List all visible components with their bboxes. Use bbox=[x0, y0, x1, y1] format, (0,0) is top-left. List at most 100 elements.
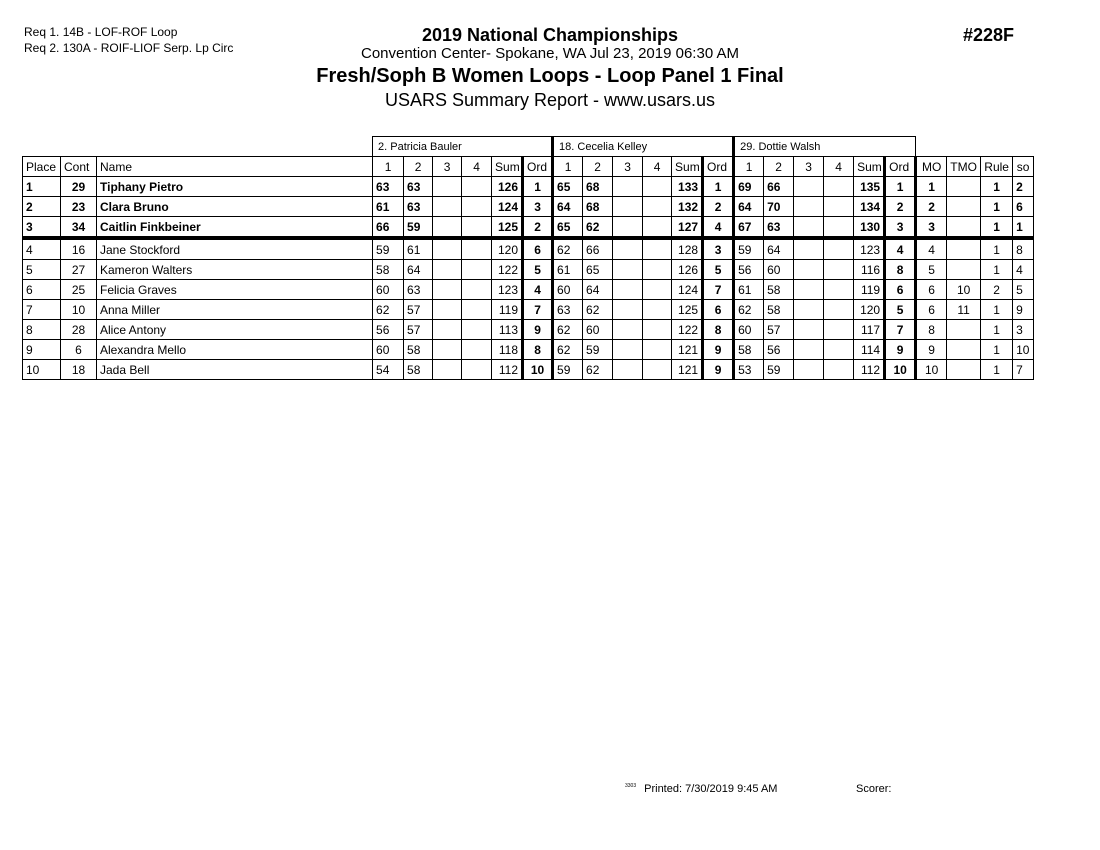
judge-ord-cell: 3 bbox=[883, 216, 917, 240]
table-row: 9 6 Alexandra Mello 60 58 118 8 62 59 121 9 58 56 114… bbox=[22, 339, 1035, 360]
judge-ord-cell: 5 bbox=[883, 299, 917, 320]
judge-ord-cell: 2 bbox=[883, 196, 917, 217]
place-cell: 1 bbox=[22, 176, 61, 197]
judge-score-cell: 56 bbox=[763, 339, 795, 360]
name-cell: Alice Antony bbox=[95, 319, 374, 340]
judge-ord-cell: 10 bbox=[521, 359, 554, 380]
header-judge-col: Ord bbox=[521, 156, 554, 177]
place-cell: 5 bbox=[22, 259, 61, 280]
judge-sum-cell: 113 bbox=[491, 319, 524, 340]
judge-sum-cell: 135 bbox=[853, 176, 886, 197]
judge-score-cell bbox=[823, 299, 855, 320]
judge-ord-cell: 7 bbox=[701, 279, 735, 300]
place-cell: 7 bbox=[22, 299, 61, 320]
judge-score-cell bbox=[823, 237, 855, 260]
place-cell: 10 bbox=[22, 359, 61, 380]
judge-score-cell bbox=[642, 259, 673, 280]
judge-sum-cell: 124 bbox=[671, 279, 704, 300]
header-judge-col: 3 bbox=[432, 156, 463, 177]
judge-score-cell bbox=[823, 196, 855, 217]
judge-score-cell bbox=[461, 319, 493, 340]
so-cell: 6 bbox=[1012, 196, 1035, 217]
judge-ord-cell: 1 bbox=[521, 176, 554, 197]
judge-score-cell: 60 bbox=[551, 279, 584, 300]
mo-cell: 5 bbox=[914, 259, 948, 280]
column-header-row: Place Cont Name 1 2 3 4 Sum Ord 1 2 3 4 Sum Ord 1 2 3 4 Sum… bbox=[22, 156, 1035, 177]
judge-sum-cell: 119 bbox=[853, 279, 886, 300]
rule-cell: 1 bbox=[980, 299, 1014, 320]
judge-score-cell: 60 bbox=[372, 339, 405, 360]
judge-score-cell: 68 bbox=[582, 196, 614, 217]
judge-score-cell bbox=[432, 279, 463, 300]
rule-cell: 1 bbox=[980, 176, 1014, 197]
so-cell: 8 bbox=[1012, 237, 1035, 260]
judge-score-cell: 64 bbox=[551, 196, 584, 217]
judge-score-cell bbox=[461, 259, 493, 280]
header-judge-col: 2 bbox=[403, 156, 434, 177]
mo-cell: 4 bbox=[914, 237, 948, 260]
judge-score-cell bbox=[642, 299, 673, 320]
judge-score-cell: 62 bbox=[582, 216, 614, 240]
cont-cell: 6 bbox=[60, 339, 97, 360]
judge-score-cell: 56 bbox=[372, 319, 405, 340]
judge-score-cell bbox=[793, 176, 825, 197]
judge-score-cell: 63 bbox=[551, 299, 584, 320]
judge-score-cell: 58 bbox=[732, 339, 765, 360]
judge-ord-cell: 9 bbox=[701, 339, 735, 360]
judge-score-cell bbox=[793, 359, 825, 380]
table-row: 2 23 Clara Bruno 61 63 124 3 64 68 132 2 64 70 134 2 2 1… bbox=[22, 196, 1035, 217]
tmo-cell bbox=[946, 259, 982, 280]
place-cell: 4 bbox=[22, 237, 61, 260]
judge-score-cell bbox=[642, 176, 673, 197]
judge-score-cell: 62 bbox=[551, 339, 584, 360]
table-row: 8 28 Alice Antony 56 57 113 9 62 60 122 8 60 57 117 7 8… bbox=[22, 319, 1035, 340]
header-tmo: TMO bbox=[946, 156, 982, 177]
judge-ord-cell: 6 bbox=[521, 237, 554, 260]
name-cell: Tiphany Pietro bbox=[95, 176, 374, 197]
judge-score-cell bbox=[612, 176, 644, 197]
table-row: 5 27 Kameron Walters 58 64 122 5 61 65 126 5 56 60 11… bbox=[22, 259, 1035, 280]
results-table: 2. Patricia Bauler 18. Cecelia Kelley 29. … bbox=[22, 136, 1035, 380]
judge-score-cell: 60 bbox=[763, 259, 795, 280]
header-place: Place bbox=[22, 156, 61, 177]
judge-sum-cell: 116 bbox=[853, 259, 886, 280]
judge-score-cell: 62 bbox=[582, 299, 614, 320]
judge-score-cell bbox=[823, 359, 855, 380]
report-title: USARS Summary Report - www.usars.us bbox=[384, 90, 716, 110]
tmo-cell bbox=[946, 339, 982, 360]
rule-cell: 1 bbox=[980, 319, 1014, 340]
judge-sum-cell: 119 bbox=[491, 299, 524, 320]
rule-cell: 1 bbox=[980, 237, 1014, 260]
judge-score-cell: 65 bbox=[582, 259, 614, 280]
judge-score-cell: 57 bbox=[403, 319, 434, 340]
judge-score-cell bbox=[793, 216, 825, 240]
judge-ord-cell: 4 bbox=[521, 279, 554, 300]
table-row: 3 34 Caitlin Finkbeiner 66 59 125 2 65 62 127 4 67 6… bbox=[22, 216, 1035, 240]
judge-sum-cell: 122 bbox=[671, 319, 704, 340]
judge-score-cell bbox=[432, 339, 463, 360]
cont-cell: 34 bbox=[60, 216, 97, 240]
judge-score-cell bbox=[793, 237, 825, 260]
table-row: 1 29 Tiphany Pietro 63 63 126 1 65 68 133 1 69 66 135… bbox=[22, 176, 1035, 197]
page-title: 2019 National Championships bbox=[421, 25, 679, 45]
requirement-1: Req 1. 14B - LOF-ROF Loop bbox=[24, 25, 178, 39]
tmo-cell bbox=[946, 196, 982, 217]
judge-score-cell: 62 bbox=[732, 299, 765, 320]
judge-score-cell bbox=[432, 319, 463, 340]
judge-ord-cell: 3 bbox=[521, 196, 554, 217]
rule-cell: 2 bbox=[980, 279, 1014, 300]
judge-score-cell bbox=[612, 196, 644, 217]
judge-score-cell: 58 bbox=[763, 279, 795, 300]
name-cell: Kameron Walters bbox=[95, 259, 374, 280]
judge-name: 18. Cecelia Kelley bbox=[551, 136, 735, 157]
judge-score-cell bbox=[461, 339, 493, 360]
judge-ord-cell: 4 bbox=[701, 216, 735, 240]
judge-ord-cell: 8 bbox=[883, 259, 917, 280]
judge-score-cell: 64 bbox=[403, 259, 434, 280]
header-judge-col: 1 bbox=[372, 156, 405, 177]
judge-score-cell: 65 bbox=[551, 176, 584, 197]
header-cont: Cont bbox=[60, 156, 97, 177]
judge-ord-cell: 1 bbox=[701, 176, 735, 197]
tmo-cell bbox=[946, 176, 982, 197]
rule-cell: 1 bbox=[980, 339, 1014, 360]
